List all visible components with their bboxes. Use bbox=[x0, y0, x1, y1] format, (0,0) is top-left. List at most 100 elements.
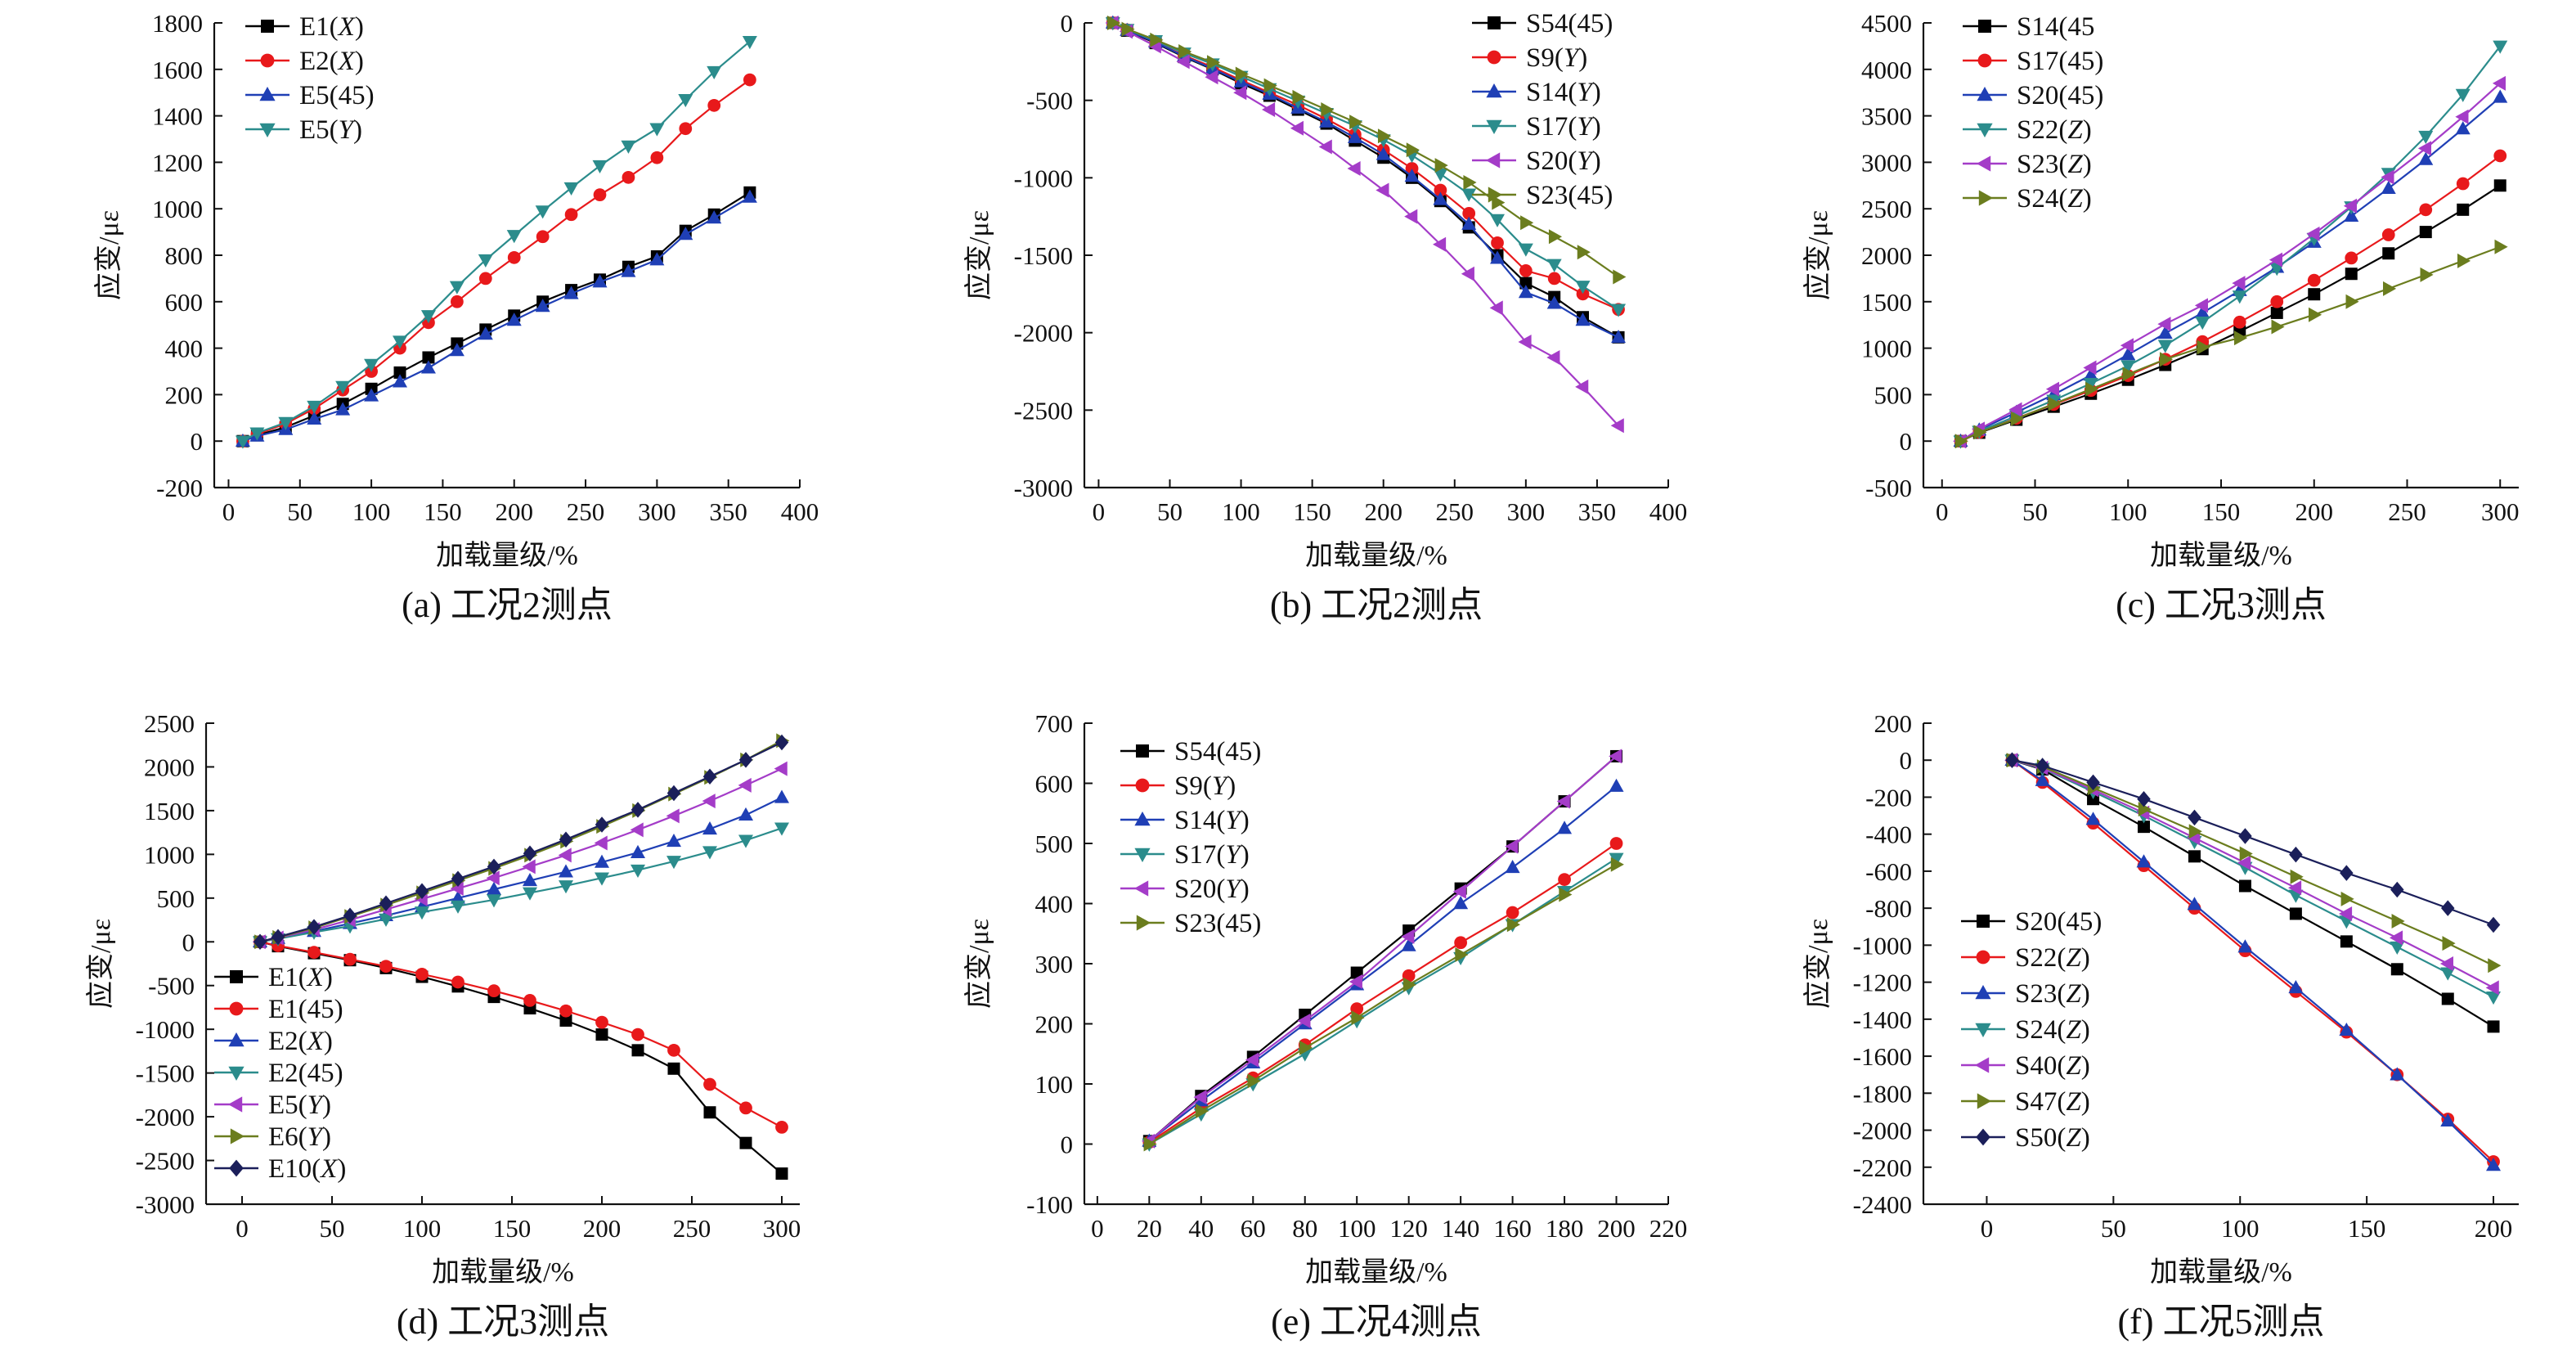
data-point bbox=[1490, 250, 1506, 264]
x-tick-label: 120 bbox=[1389, 1214, 1428, 1243]
data-point bbox=[666, 833, 681, 848]
data-point bbox=[2232, 276, 2246, 291]
legend-entry: E5(45) bbox=[245, 81, 375, 110]
x-tick-label: 100 bbox=[2221, 1214, 2260, 1243]
data-point bbox=[775, 1121, 788, 1134]
data-point bbox=[2390, 881, 2404, 898]
data-point bbox=[2083, 360, 2097, 375]
legend-marker bbox=[229, 1001, 244, 1016]
data-point bbox=[703, 1077, 716, 1091]
series-line bbox=[1960, 245, 2501, 443]
y-tick-label: -1000 bbox=[1853, 931, 1912, 960]
data-point bbox=[2289, 846, 2303, 863]
x-axis-title: 加载量级/% bbox=[1305, 540, 1447, 571]
legend-label: S24(Z) bbox=[2017, 184, 2092, 214]
data-point bbox=[2138, 821, 2151, 834]
y-tick-label: 300 bbox=[1035, 950, 1074, 978]
y-tick-label: 0 bbox=[191, 427, 204, 456]
data-point bbox=[1558, 873, 1571, 886]
data-point bbox=[1547, 272, 1561, 286]
x-tick-label: 160 bbox=[1493, 1214, 1532, 1243]
data-point bbox=[774, 761, 788, 776]
legend-entry: S23(Z) bbox=[1963, 150, 2092, 179]
legend-entry: E6(Y) bbox=[214, 1122, 331, 1152]
legend-marker bbox=[1487, 50, 1501, 65]
data-point bbox=[559, 831, 573, 848]
legend-marker bbox=[261, 20, 274, 33]
legend-marker bbox=[1975, 985, 1991, 1000]
data-point bbox=[592, 160, 608, 174]
legend-entry: S17(Y) bbox=[1472, 112, 1601, 142]
data-point bbox=[506, 313, 522, 326]
legend-marker bbox=[1977, 53, 1992, 68]
data-point bbox=[1506, 906, 1519, 920]
data-point bbox=[2486, 916, 2501, 933]
y-tick-label: 200 bbox=[1035, 1010, 1074, 1039]
legend-marker bbox=[1486, 152, 1501, 169]
x-tick-label: 50 bbox=[1157, 497, 1183, 526]
legend-marker bbox=[1978, 20, 1991, 33]
y-tick-label: 1600 bbox=[152, 56, 203, 84]
y-tick-label: -1500 bbox=[1014, 241, 1073, 270]
series-line bbox=[259, 767, 783, 943]
data-point bbox=[1299, 1040, 1313, 1055]
data-point bbox=[1376, 146, 1391, 160]
legend-marker bbox=[1976, 1128, 1990, 1146]
data-point bbox=[2340, 865, 2354, 881]
x-tick-label: 400 bbox=[781, 497, 819, 526]
y-tick-label: -400 bbox=[1865, 821, 1912, 849]
y-tick-label: -500 bbox=[1865, 474, 1912, 502]
data-point bbox=[449, 281, 464, 295]
data-point bbox=[2234, 331, 2248, 346]
x-tick-label: 150 bbox=[493, 1214, 532, 1243]
legend-label: E10(X) bbox=[268, 1154, 346, 1184]
data-point bbox=[2086, 774, 2100, 791]
series-S20(Y) bbox=[1141, 749, 1622, 1149]
x-tick-label: 350 bbox=[1578, 497, 1617, 526]
legend: E1(X) E2(X) E5(45) E5(Y) bbox=[245, 12, 375, 145]
data-point bbox=[1453, 896, 1469, 910]
panel-e: -100 0 100 200 300 400 500 600 700 0 20 40 60 80 100 12… bbox=[963, 709, 1687, 1342]
data-point bbox=[2307, 273, 2321, 287]
data-point bbox=[558, 848, 572, 863]
x-tick-label: 50 bbox=[287, 497, 312, 526]
data-point bbox=[1433, 191, 1448, 205]
data-point bbox=[2157, 317, 2171, 332]
data-point bbox=[2085, 812, 2101, 825]
data-point bbox=[649, 123, 665, 137]
data-point bbox=[2487, 1020, 2500, 1033]
data-point bbox=[595, 872, 609, 886]
legend-marker bbox=[1976, 950, 1990, 965]
data-point bbox=[307, 946, 321, 959]
data-point bbox=[595, 1028, 608, 1041]
x-axis-title: 加载量级/% bbox=[2150, 1257, 2292, 1288]
data-point bbox=[478, 326, 493, 340]
legend: S14(45 S17(45) S20(45) S22(Z) S23(Z) S24(Z) bbox=[1963, 12, 2103, 214]
series-E2(45) bbox=[253, 822, 789, 950]
data-point bbox=[630, 822, 644, 838]
data-point bbox=[1401, 929, 1415, 944]
data-point bbox=[2486, 1158, 2502, 1171]
data-point bbox=[2381, 180, 2396, 194]
panel-d: -3000-2500-2000-1500-1000-50005001000150… bbox=[85, 709, 801, 1342]
data-point bbox=[1233, 85, 1247, 101]
legend-label: S54(45) bbox=[1526, 9, 1613, 38]
data-point bbox=[1178, 44, 1192, 60]
legend-entry: S14(45 bbox=[1963, 12, 2094, 42]
data-point bbox=[487, 984, 500, 998]
y-tick-label: -500 bbox=[148, 972, 195, 1001]
data-point bbox=[522, 859, 536, 875]
data-point bbox=[2441, 900, 2455, 916]
data-point bbox=[523, 873, 537, 887]
x-tick-label: 0 bbox=[222, 497, 236, 526]
panel-caption: (d) 工况3测点 bbox=[397, 1302, 609, 1342]
data-point bbox=[631, 844, 645, 858]
x-tick-label: 350 bbox=[709, 497, 747, 526]
data-point bbox=[2195, 305, 2210, 319]
data-point bbox=[1176, 54, 1190, 70]
y-tick-label: -2500 bbox=[1014, 396, 1073, 425]
data-point bbox=[775, 1167, 788, 1180]
data-point bbox=[420, 360, 436, 374]
data-point bbox=[1150, 32, 1164, 47]
x-tick-label: 300 bbox=[1507, 497, 1546, 526]
